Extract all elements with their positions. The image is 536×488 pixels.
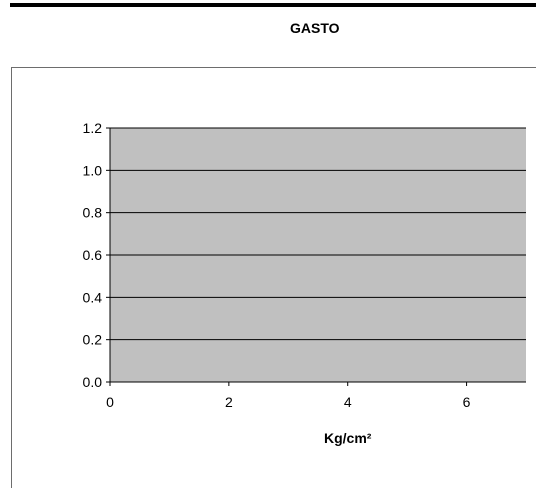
y-tick-label: 0.2 [83,332,103,348]
x-tick-label: 6 [463,394,471,410]
sheet-title: GASTO [290,20,340,36]
y-ticks: 0.0 0.2 0.4 0.6 0.8 1.0 1.2 [83,120,110,390]
x-tick-label: 0 [106,394,114,410]
y-tick-label: 1.0 [83,162,103,178]
gridlines [110,127,526,341]
x-ticks: 0 2 4 6 [106,382,471,410]
top-rule [10,3,536,7]
y-tick-label: 0.6 [83,247,103,263]
y-tick-label: 0.0 [83,374,103,390]
chart-frame [11,67,536,488]
x-tick-label: 2 [225,394,233,410]
y-tick-label: 0.4 [83,289,103,305]
y-tick-label: 0.8 [83,205,103,221]
y-tick-label: 1.2 [83,120,103,136]
x-axis-title: Kg/cm² [324,430,372,446]
x-tick-label: 4 [344,394,352,410]
